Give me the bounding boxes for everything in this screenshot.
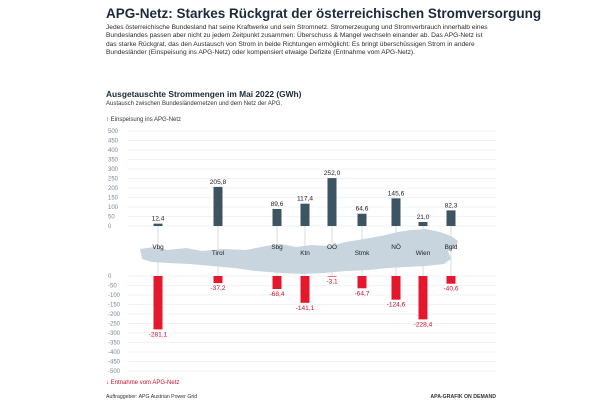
arrow-up-icon: ↑ xyxy=(106,117,109,123)
y-tick-label: -150 xyxy=(108,303,121,309)
feed-in-value-label: 89,6 xyxy=(271,201,284,208)
y-tick-label: 0 xyxy=(108,224,112,230)
intro-text: Jedes österreichische Bundesland hat sei… xyxy=(106,24,488,57)
withdrawal-bar xyxy=(153,276,163,330)
y-tick-label: -450 xyxy=(108,360,121,366)
y-tick-label: 300 xyxy=(108,167,119,173)
y-tick-label: -300 xyxy=(108,331,121,337)
withdrawal-bar xyxy=(272,276,282,289)
feed-in-value-label: 252,0 xyxy=(324,170,341,177)
withdrawal-bar xyxy=(418,276,428,320)
page-title: APG-Netz: Starkes Rückgrat der österreic… xyxy=(106,6,542,21)
withdrawal-bar xyxy=(357,276,367,289)
feed-in-bar xyxy=(446,210,456,226)
feed-in-value-label: 82,3 xyxy=(445,202,458,209)
feed-in-value-label: 117,4 xyxy=(297,196,313,203)
feed-in-bar xyxy=(153,223,163,226)
exchange-chart: 0 50 100 150 200 250 300 350 400 450 500 0 -50 -100 -… xyxy=(108,129,496,375)
withdrawal-bar xyxy=(300,276,310,303)
chart-title: Ausgetauschte Strommengen im Mai 2022 (G… xyxy=(106,89,302,99)
y-tick-label: -350 xyxy=(108,341,121,347)
arrow-down-icon: ↓ xyxy=(106,380,109,386)
y-tick-label: 350 xyxy=(108,158,119,164)
withdrawal-value-label: -141,1 xyxy=(296,305,315,312)
y-tick-label: -200 xyxy=(108,312,121,318)
region-label: Sbg xyxy=(271,244,283,251)
region-label: Bgld xyxy=(445,244,458,251)
grid-lower: 0 -50 -100 -150 -200 -250 -300 -350 -400 -450 -500 xyxy=(108,274,496,375)
infographic: APG-Netz: Starkes Rückgrat der österreic… xyxy=(106,6,541,400)
withdrawal-value-label: -64,7 xyxy=(354,290,369,297)
y-tick-label: 400 xyxy=(108,148,119,154)
feed-in-bar xyxy=(391,198,401,226)
feed-in-bar xyxy=(272,208,282,226)
feed-in-bar xyxy=(418,222,428,226)
withdrawal-value-label: -281,1 xyxy=(149,331,168,338)
y-tick-label: 450 xyxy=(108,139,119,145)
withdrawal-value-label: -40,6 xyxy=(443,286,458,293)
withdrawal-bar xyxy=(327,276,337,277)
feed-in-value-label: 145,6 xyxy=(388,190,405,197)
footer-source: Auftraggeber: APG Austrian Power Grid xyxy=(106,394,198,400)
bars xyxy=(153,178,456,330)
feed-in-bar xyxy=(327,178,337,226)
austria-map xyxy=(140,229,458,274)
region-labels: Vbg Tirol Sbg Ktn OÖ Stmk NÖ Wien Bgld xyxy=(152,243,458,257)
region-label: Vbg xyxy=(152,244,164,251)
grid-upper: 0 50 100 150 200 250 300 350 400 450 500 xyxy=(108,129,496,230)
feed-in-bar xyxy=(357,213,367,226)
feed-in-bar xyxy=(213,186,223,226)
feed-in-bar xyxy=(300,203,310,226)
region-label: Ktn xyxy=(300,250,310,257)
feed-in-value-label: 64,6 xyxy=(356,206,369,213)
y-tick-label: -250 xyxy=(108,322,121,328)
withdrawal-value-label: -3,1 xyxy=(326,279,338,286)
withdrawal-bar xyxy=(391,276,401,300)
region-label: Tirol xyxy=(212,250,224,257)
y-tick-label: -500 xyxy=(108,369,121,375)
region-label: Stmk xyxy=(355,250,370,257)
y-tick-label: 250 xyxy=(108,177,119,183)
footer-credit: APA-GRAFIK ON DEMAND xyxy=(430,394,496,400)
withdrawal-value-label: -228,4 xyxy=(414,321,433,328)
region-label: NÖ xyxy=(391,243,401,251)
withdrawal-value-label: -68,4 xyxy=(269,291,284,298)
region-label: Wien xyxy=(416,250,431,257)
legend-feed-in-label: Einspeisung ins APG-Netz xyxy=(110,117,182,123)
y-tick-label: 100 xyxy=(108,205,119,211)
legend-feed-in: ↑ Einspeisung ins APG-Netz xyxy=(106,117,181,123)
legend-withdrawal-label: Entnahme vom APG-Netz xyxy=(110,380,180,386)
region-label: OÖ xyxy=(327,243,337,251)
y-tick-label: -50 xyxy=(108,284,117,290)
feed-in-value-label: 205,8 xyxy=(210,179,227,186)
withdrawal-bar xyxy=(213,276,223,284)
withdrawal-value-label: -37,2 xyxy=(210,285,225,292)
y-tick-label: 0 xyxy=(108,274,112,280)
withdrawal-value-label: -124,6 xyxy=(387,302,406,309)
withdrawal-bar xyxy=(446,276,456,284)
y-tick-label: 200 xyxy=(108,186,119,192)
feed-in-value-label: 12,4 xyxy=(152,216,165,223)
chart-subtitle: Austausch zwischen Bundesländernetzen un… xyxy=(106,101,283,107)
feed-in-value-label: 21,0 xyxy=(417,214,430,221)
y-tick-label: -100 xyxy=(108,293,121,299)
legend-withdrawal: ↓ Entnahme vom APG-Netz xyxy=(106,380,179,386)
y-tick-label: 50 xyxy=(108,215,115,221)
y-tick-label: 150 xyxy=(108,196,119,202)
y-tick-label: -400 xyxy=(108,350,121,356)
value-labels: 12,4 -281,1 205,8 -37,2 89,6 -68,4 117,4 -141,1… xyxy=(149,170,459,338)
y-tick-label: 500 xyxy=(108,129,119,135)
